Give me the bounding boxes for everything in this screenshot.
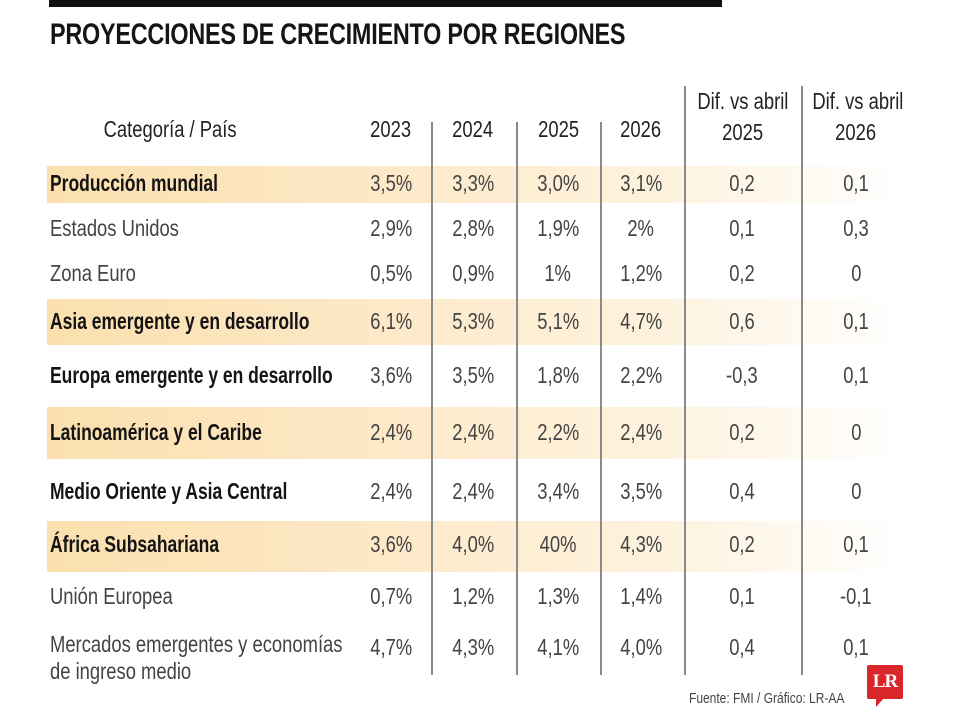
table-cell: 0,7% bbox=[370, 583, 412, 609]
row-label-line1: Mercados emergentes y economías bbox=[50, 631, 343, 657]
column-divider bbox=[600, 122, 602, 675]
header-dif-2026: Dif. vs abril 2026 bbox=[812, 88, 904, 145]
header-2026: 2026 bbox=[620, 116, 662, 142]
table-cell: 5,1% bbox=[537, 308, 579, 334]
table-cell: 2,2% bbox=[537, 419, 579, 445]
header-2024: 2024 bbox=[452, 116, 494, 142]
table-cell: 4,3% bbox=[452, 634, 494, 660]
table-cell: 0,5% bbox=[370, 260, 412, 286]
table-cell: 0,6 bbox=[729, 308, 755, 334]
table-cell: 0,4 bbox=[729, 634, 755, 660]
table-cell: 0,9% bbox=[452, 260, 494, 286]
table-cell: 3,5% bbox=[370, 170, 412, 196]
column-divider bbox=[431, 122, 433, 675]
table-cell: 0,1 bbox=[843, 362, 869, 388]
header-2023: 2023 bbox=[370, 116, 412, 142]
table-cell: 2,8% bbox=[452, 215, 494, 241]
row-label: África Subsahariana bbox=[50, 531, 220, 557]
table-cell: 1,2% bbox=[452, 583, 494, 609]
top-rule bbox=[49, 0, 722, 7]
table-cell: 3,5% bbox=[620, 478, 662, 504]
table-cell: -0,3 bbox=[726, 362, 758, 388]
row-label: Unión Europea bbox=[50, 583, 173, 609]
table-cell: 4,7% bbox=[620, 308, 662, 334]
row-label: Latinoamérica y el Caribe bbox=[50, 419, 262, 445]
table-cell: 0,2 bbox=[729, 419, 755, 445]
header-category: Categoría / País bbox=[103, 116, 237, 142]
table-cell: 0 bbox=[850, 478, 862, 504]
table-cell: 2,2% bbox=[620, 362, 662, 388]
table-cell: 0,1 bbox=[843, 170, 869, 196]
table-cell: 1,2% bbox=[620, 260, 662, 286]
header-2025: 2025 bbox=[538, 116, 580, 142]
chart-title: PROYECCIONES DE CRECIMIENTO POR REGIONES bbox=[50, 18, 626, 51]
table-cell: 3,4% bbox=[537, 478, 579, 504]
table-cell: 1,9% bbox=[537, 215, 579, 241]
table-cell: 0,1 bbox=[843, 634, 869, 660]
table-cell: 0,1 bbox=[729, 583, 755, 609]
column-divider bbox=[516, 122, 518, 675]
table-cell: 5,3% bbox=[452, 308, 494, 334]
table-cell: 6,1% bbox=[370, 308, 412, 334]
row-label: Medio Oriente y Asia Central bbox=[50, 478, 288, 504]
row-label: Asia emergente y en desarrollo bbox=[50, 308, 310, 334]
table-cell: 4,0% bbox=[620, 634, 662, 660]
lr-logo: LR bbox=[867, 665, 903, 707]
table-cell: 1% bbox=[544, 260, 572, 286]
row-label-line2: de ingreso medio bbox=[50, 658, 192, 684]
row-highlight bbox=[47, 299, 897, 345]
table-cell: 0 bbox=[850, 419, 862, 445]
table-cell: 40% bbox=[539, 531, 577, 557]
table-cell: 3,6% bbox=[370, 531, 412, 557]
table-cell: 0,2 bbox=[729, 260, 755, 286]
table-cell: 0,2 bbox=[729, 170, 755, 196]
table-cell: 0,3 bbox=[843, 215, 869, 241]
table-cell: 2,4% bbox=[452, 478, 494, 504]
table-cell: 2,4% bbox=[370, 478, 412, 504]
row-highlight bbox=[47, 407, 897, 459]
table-cell: 3,1% bbox=[620, 170, 662, 196]
row-highlight bbox=[47, 521, 897, 572]
table-cell: 0,1 bbox=[843, 308, 869, 334]
table-cell: 3,6% bbox=[370, 362, 412, 388]
row-label: Producción mundial bbox=[50, 170, 219, 196]
table-cell: 0,1 bbox=[729, 215, 755, 241]
table-cell: 4,3% bbox=[620, 531, 662, 557]
table-cell: 0 bbox=[850, 260, 862, 286]
table-cell: 3,5% bbox=[452, 362, 494, 388]
row-label: Estados Unidos bbox=[50, 215, 179, 241]
table-cell: -0,1 bbox=[840, 583, 872, 609]
table-cell: 3,3% bbox=[452, 170, 494, 196]
table-cell: 2,4% bbox=[370, 419, 412, 445]
table-cell: 4,1% bbox=[537, 634, 579, 660]
source-note: Fuente: FMI / Gráfico: LR-AA bbox=[689, 690, 845, 707]
row-highlight bbox=[47, 166, 897, 203]
row-label: Europa emergente y en desarrollo bbox=[50, 362, 333, 388]
table-cell: 1,8% bbox=[537, 362, 579, 388]
column-divider bbox=[684, 86, 686, 675]
header-dif-2025: Dif. vs abril 2025 bbox=[697, 88, 788, 145]
row-label: Mercados emergentes y economías de ingres… bbox=[50, 631, 416, 685]
table-cell: 2% bbox=[627, 215, 655, 241]
table-cell: 2,4% bbox=[620, 419, 662, 445]
table-cell: 0,1 bbox=[843, 531, 869, 557]
table-cell: 4,7% bbox=[370, 634, 412, 660]
table-cell: 0,4 bbox=[729, 478, 755, 504]
table-cell: 3,0% bbox=[537, 170, 579, 196]
table-cell: 2,9% bbox=[370, 215, 412, 241]
table-cell: 1,3% bbox=[537, 583, 579, 609]
table-cell: 0,2 bbox=[729, 531, 755, 557]
table-cell: 2,4% bbox=[452, 419, 494, 445]
row-label: Zona Euro bbox=[50, 260, 136, 286]
table-cell: 1,4% bbox=[620, 583, 662, 609]
column-divider bbox=[801, 86, 803, 675]
table-cell: 4,0% bbox=[452, 531, 494, 557]
